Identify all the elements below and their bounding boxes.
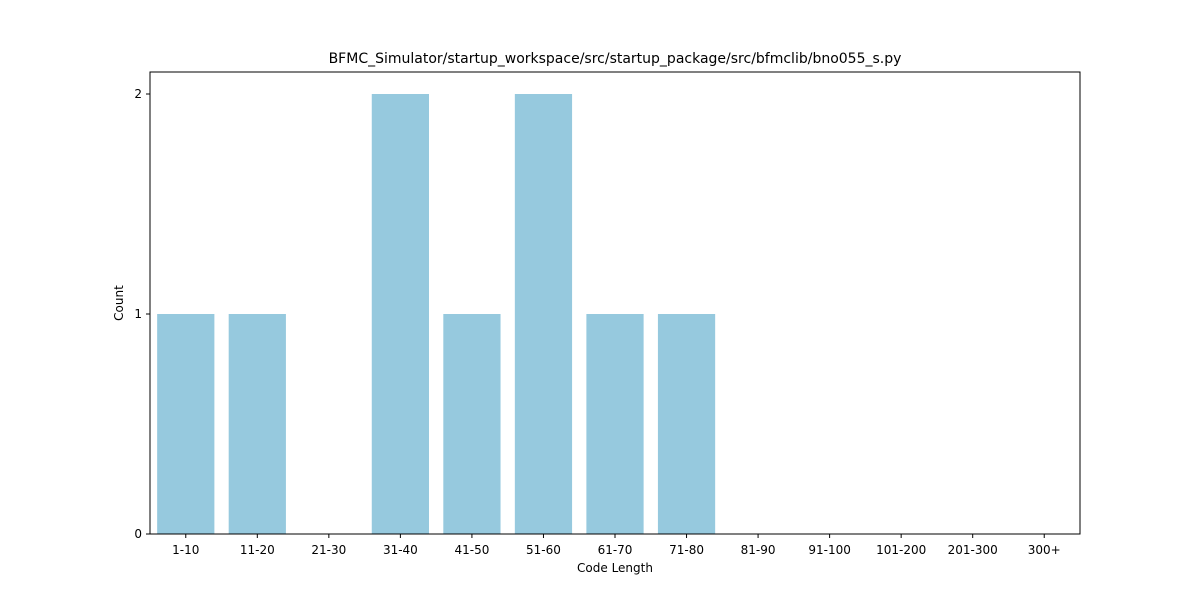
y-tick-label: 0 [134, 527, 142, 541]
y-axis-ticks: 0 1 2 [134, 87, 150, 541]
x-tick-label: 300+ [1028, 543, 1061, 557]
x-axis-label: Code Length [577, 561, 653, 575]
x-tick-label: 81-90 [741, 543, 776, 557]
x-tick-label: 101-200 [876, 543, 926, 557]
x-tick-label: 71-80 [669, 543, 704, 557]
x-tick-label: 11-20 [240, 543, 275, 557]
y-tick-label: 1 [134, 307, 142, 321]
x-tick-label: 61-70 [598, 543, 633, 557]
bar-51-60 [514, 94, 573, 534]
x-tick-label: 21-30 [311, 543, 346, 557]
x-tick-label: 201-300 [948, 543, 998, 557]
x-tick-label: 1-10 [172, 543, 199, 557]
bar-71-80 [657, 314, 716, 534]
x-tick-label: 91-100 [808, 543, 851, 557]
y-axis-label: Count [112, 285, 126, 321]
bar-11-20 [228, 314, 286, 534]
x-tick-label: 41-50 [454, 543, 489, 557]
bar-41-50 [443, 314, 501, 534]
bars-group [157, 94, 716, 534]
chart-title: BFMC_Simulator/startup_workspace/src/sta… [329, 51, 902, 67]
bar-1-10 [157, 314, 215, 534]
x-axis-ticks: 1-10 11-20 21-30 31-40 41-50 51-60 61-70 71-80 8… [172, 534, 1061, 557]
x-tick-label: 31-40 [383, 543, 418, 557]
x-tick-label: 51-60 [526, 543, 561, 557]
bar-61-70 [586, 314, 644, 534]
y-tick-label: 2 [134, 87, 142, 101]
bar-31-40 [371, 94, 429, 534]
